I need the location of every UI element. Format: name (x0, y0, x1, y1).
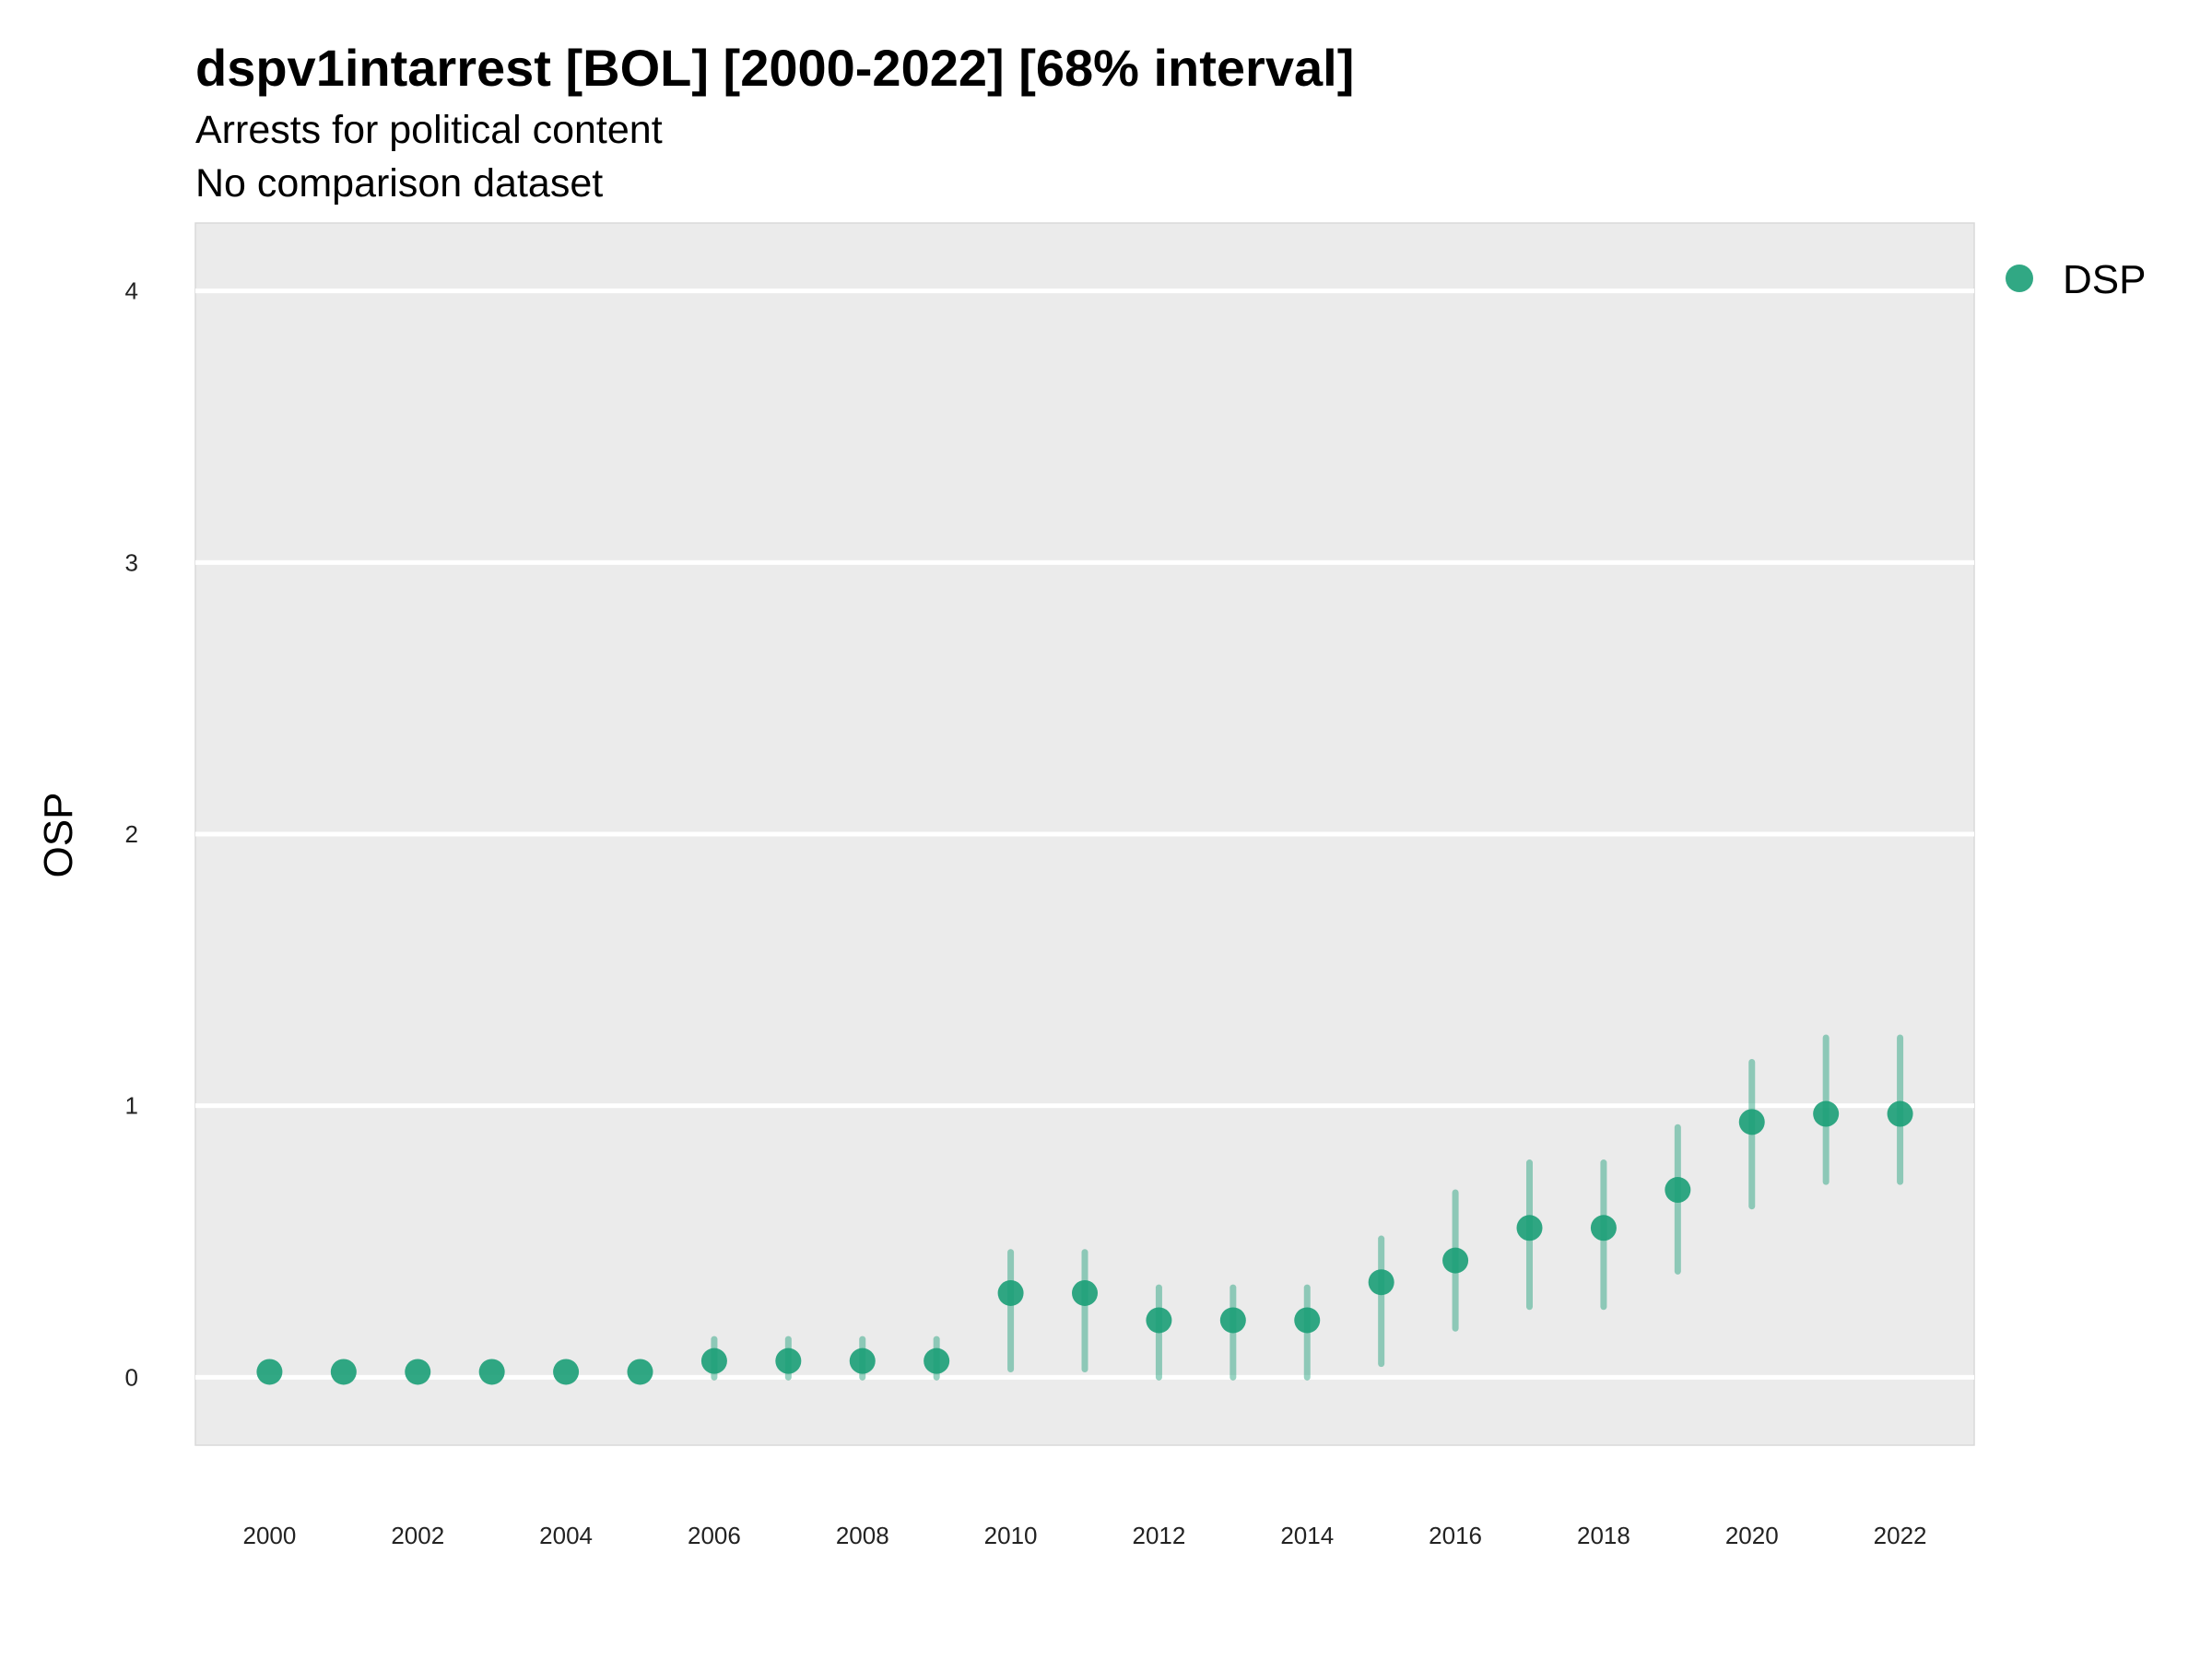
data-point (553, 1359, 580, 1385)
data-point (627, 1359, 653, 1385)
data-point (775, 1347, 802, 1374)
y-tick-label: 4 (125, 277, 138, 305)
x-tick-labels: 2000 2002 2004 2006 2008 2010 2012 2014 2016 2018… (242, 1522, 1926, 1549)
data-point (1887, 1100, 1913, 1127)
data-point (1294, 1307, 1321, 1334)
data-point (1665, 1177, 1691, 1204)
y-tick-labels: 0 1 2 3 4 (125, 277, 138, 1392)
data-points (256, 1100, 1913, 1385)
x-tick-label: 2010 (984, 1522, 1038, 1549)
data-point (1219, 1307, 1246, 1334)
data-point (1738, 1109, 1765, 1135)
data-point (997, 1279, 1024, 1306)
x-tick-label: 2000 (242, 1522, 296, 1549)
data-point (700, 1347, 727, 1374)
y-tick-label: 1 (125, 1092, 138, 1120)
data-point (1146, 1307, 1172, 1334)
data-point (256, 1359, 283, 1385)
y-axis-label: OSP (36, 793, 81, 878)
x-tick-label: 2008 (836, 1522, 889, 1549)
y-tick-label: 3 (125, 548, 138, 576)
x-tick-label: 2006 (688, 1522, 741, 1549)
x-tick-label: 2018 (1577, 1522, 1630, 1549)
x-tick-label: 2014 (1280, 1522, 1334, 1549)
legend: DSP (2006, 257, 2146, 302)
chart-subtitle: Arrests for political content (195, 108, 663, 152)
data-point (478, 1359, 505, 1385)
x-tick-label: 2022 (1874, 1522, 1927, 1549)
x-tick-label: 2012 (1132, 1522, 1185, 1549)
chart-subtitle-2: No comparison dataset (195, 161, 603, 206)
data-point (1813, 1100, 1840, 1127)
legend-swatch-dsp (2006, 265, 2033, 292)
data-point (1072, 1279, 1098, 1306)
data-point (1516, 1215, 1543, 1241)
legend-label-dsp: DSP (2063, 257, 2146, 302)
data-point (1368, 1269, 1394, 1296)
x-tick-label: 2002 (391, 1522, 444, 1549)
x-tick-label: 2020 (1725, 1522, 1779, 1549)
x-tick-label: 2004 (539, 1522, 593, 1549)
data-point (924, 1347, 950, 1374)
y-tick-label: 2 (125, 820, 138, 848)
y-tick-label: 0 (125, 1363, 138, 1391)
data-point (1590, 1215, 1617, 1241)
chart-title: dspv1intarrest [BOL] [2000-2022] [68% in… (195, 39, 1354, 97)
x-tick-label: 2016 (1429, 1522, 1482, 1549)
data-point (1442, 1247, 1469, 1274)
data-point (405, 1359, 431, 1385)
data-point (330, 1359, 357, 1385)
data-point (849, 1347, 876, 1374)
